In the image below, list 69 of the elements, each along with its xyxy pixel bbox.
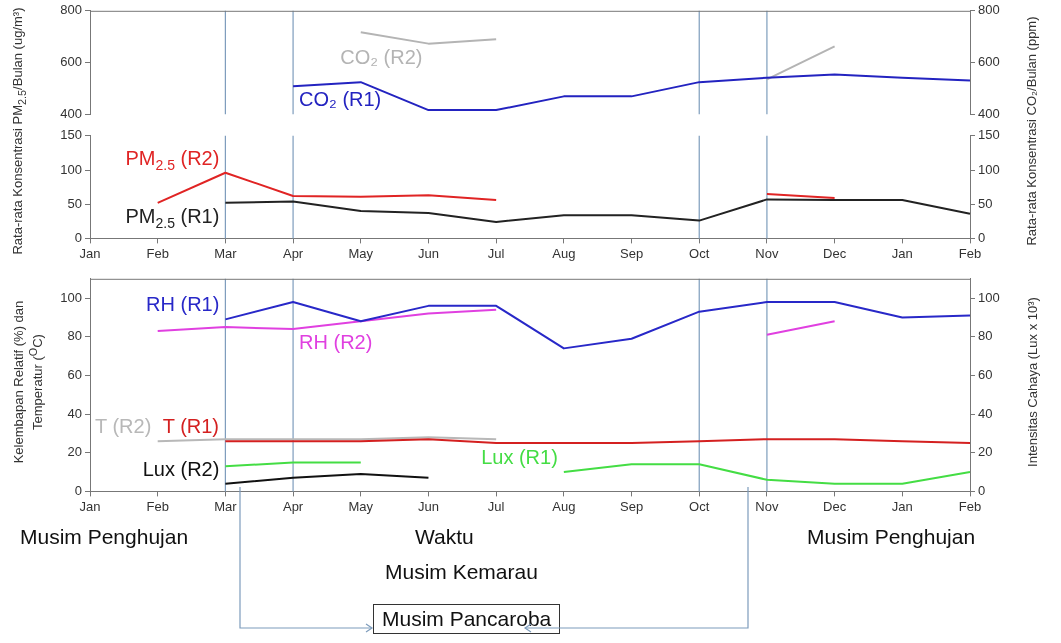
x-tick-label: Nov [755,498,779,514]
y2-tick-label: 80 [978,328,993,344]
x-tick-label: Feb [958,498,982,514]
x-tick-label: Apr [282,498,304,514]
y2-tick-label: 150 [978,127,1000,143]
y-tick-label: 20 [67,444,82,460]
x-tick-label: Mar [214,498,238,514]
x-tick-label: Sep [619,498,644,514]
y2-axis-title: Intensitas Cahaya (Lux x 10³) [1024,295,1041,469]
y2-tick-label: 100 [978,289,1000,305]
x-tick-label: Jun [417,245,439,261]
series-label: Lux (R2) [142,457,220,480]
series-label: RH (R1) [146,293,220,316]
series-label: T (R2) [95,415,152,438]
x-tick-label: May [348,498,374,514]
x-tick-label: Feb [146,498,169,514]
y2-tick-label: 600 [978,54,1000,70]
y-tick-label: 0 [74,229,82,245]
y2-tick-label: 50 [978,195,993,211]
y-tick-label: 60 [67,367,82,383]
x-tick-label: Aug [552,245,576,261]
x-tick-label: Feb [146,245,169,261]
y-tick-label: 80 [67,328,82,344]
x-tick-label: Jan [891,245,913,261]
y2-tick-label: 60 [978,367,993,383]
y-tick-label: 800 [60,2,82,18]
x-tick-label: Oct [689,245,710,261]
series-label: T (R1) [162,415,220,438]
text: Musim Kemarau [385,560,538,584]
series-label: CO₂ (R2) [340,45,423,68]
x-tick-label: Dec [823,498,847,514]
text: Musim Pancaroba [373,604,561,634]
x-tick-label: Feb [958,245,982,261]
y2-tick-label: 100 [978,161,1000,177]
y-tick-label: 100 [60,161,82,177]
y2-tick-label: 400 [978,105,1000,121]
y-tick-label: 150 [60,127,82,143]
x-tick-label: Jul [487,245,505,261]
y-tick-label: 100 [60,289,82,305]
y-tick-label: 600 [60,54,82,70]
x-tick-label: Jul [487,498,505,514]
x-tick-label: Apr [282,245,304,261]
x-tick-label: Oct [689,498,710,514]
y2-tick-label: 0 [978,482,986,498]
x-axis-title: Waktu [415,525,474,549]
y2-tick-label: 40 [978,405,993,421]
y-tick-label: 400 [60,105,82,121]
x-tick-label: Nov [755,245,779,261]
y2-tick-label: 0 [978,229,986,245]
y-tick-label: 0 [74,482,82,498]
text: Musim Penghujan [20,525,189,549]
x-tick-label: Jan [79,245,101,261]
y-tick-label: 40 [67,405,82,421]
y2-axis-title: Rata-rata Konsentrasi CO₂/Bulan (ppm) [1024,15,1040,248]
x-tick-label: Jun [417,498,439,514]
x-tick-label: Mar [214,245,238,261]
x-tick-label: Aug [552,498,576,514]
x-tick-label: May [348,245,374,261]
text: Musim Penghujan [807,525,976,549]
series-label: RH (R2) [299,331,373,354]
x-tick-label: Jan [79,498,101,514]
series-label: CO₂ (R1) [299,88,382,111]
series-label: Lux (R1) [481,446,558,469]
y2-tick-label: 800 [978,2,1000,18]
x-tick-label: Sep [619,245,644,261]
y2-tick-label: 20 [978,444,993,460]
x-tick-label: Dec [823,245,847,261]
y-tick-label: 50 [67,195,82,211]
x-tick-label: Jan [891,498,913,514]
